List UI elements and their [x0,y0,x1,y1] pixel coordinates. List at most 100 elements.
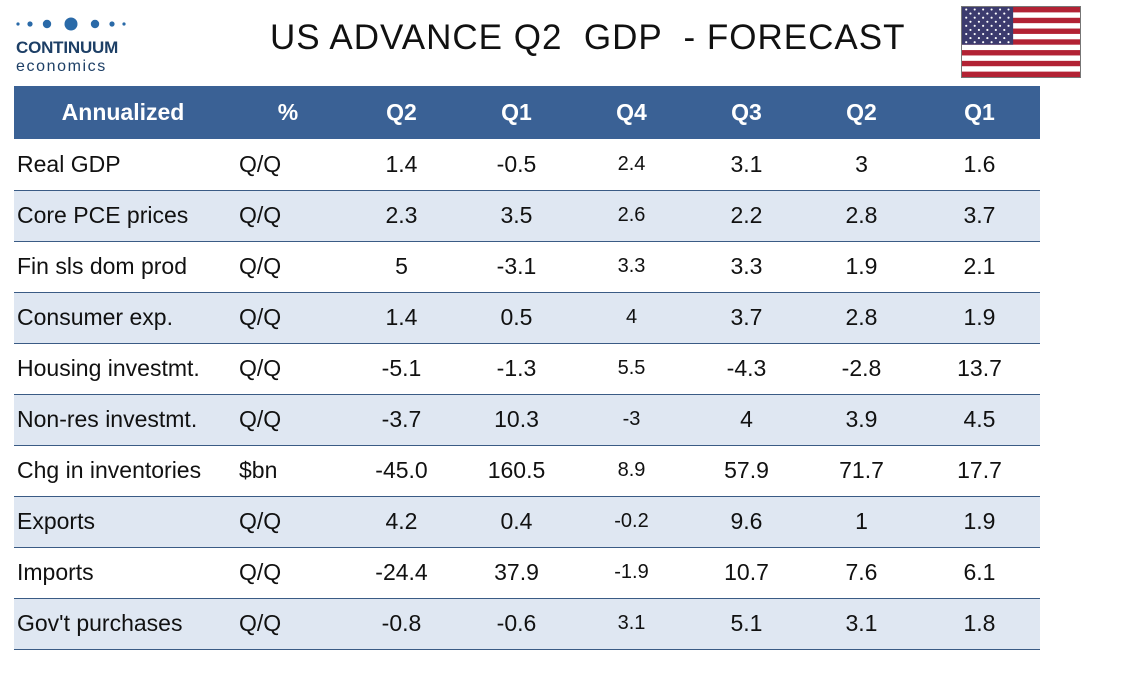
table-row: Housing investmt. Q/Q -5.1 -1.3 5.5 -4.3 -2.8 1… [14,343,1040,394]
cell-q1-prior: 6.1 [963,559,996,585]
cell-q2-prior: 2.8 [845,202,878,228]
cell-q3-prior: 4 [740,406,753,432]
cell-q3-prior: 3.3 [730,253,763,279]
cell-q4-prior: -3 [622,408,641,430]
table-row: Non-res investmt. Q/Q -3.7 10.3 -3 4 3.9 4.5 [14,394,1040,445]
cell-q4-prior: -0.2 [614,510,649,532]
cell-q3-prior: 3.1 [730,150,763,177]
table-header-row: Annualized % Q2 Q1 Q4 Q3 Q2 Q1 [14,86,1040,139]
cell-q2-current: 2.3 [385,202,418,228]
gdp-forecast-table: Annualized % Q2 Q1 Q4 Q3 Q2 Q1 Real GDP Q… [14,86,1040,650]
cell-q2-prior: -2.8 [841,355,882,381]
row-unit: Q/Q [239,253,282,279]
header-q3-prior: Q3 [731,99,762,125]
cell-q4-prior: 3.1 [617,612,646,634]
page-title: US ADVANCE Q2 GDP - FORECAST [270,18,906,57]
cell-q2-current: 5 [395,253,408,279]
row-label: Imports [17,559,94,585]
cell-q3-prior: 5.1 [730,610,763,636]
cell-q4-prior: 3.3 [617,255,646,277]
row-label: Fin sls dom prod [17,253,188,279]
cell-q2-current: -3.7 [381,406,422,432]
cell-q2-current: 1.4 [385,304,418,330]
cell-q1-prior: 13.7 [957,355,1002,381]
table-row: Real GDP Q/Q 1.4 -0.5 2.4 3.1 3 1.6 [14,139,1040,190]
header-q2-prior: Q2 [846,99,877,125]
logo-brand-text: CONTINUUM [16,38,119,57]
row-label: Exports [17,508,95,534]
table-row: Imports Q/Q -24.4 37.9 -1.9 10.7 7.6 6.1 [14,547,1040,598]
us-flag-icon [961,6,1081,78]
row-unit: Q/Q [239,559,282,585]
row-unit: Q/Q [239,304,282,330]
row-label: Gov't purchases [17,610,183,636]
header-q1-current: Q1 [501,99,532,125]
logo-sub-text: economics [16,58,107,75]
cell-q1-prior: 1.6 [963,150,996,177]
table-row: Exports Q/Q 4.2 0.4 -0.2 9.6 1 1.9 [14,496,1040,547]
cell-q2-prior: 71.7 [839,457,884,483]
table-row: Chg in inventories $bn -45.0 160.5 8.9 57.9 71… [14,445,1040,496]
cell-q1-current: -3.1 [496,253,537,279]
header-percent: % [277,99,299,125]
row-unit: Q/Q [239,406,282,432]
cell-q1-prior: 1.9 [963,508,996,534]
row-unit: $bn [239,457,278,483]
cell-q1-current: 37.9 [494,559,539,585]
cell-q2-prior: 2.8 [845,304,878,330]
cell-q1-current: -0.6 [496,610,537,636]
cell-q1-current: 0.5 [500,304,533,330]
header-q2-current: Q2 [386,99,417,125]
row-label: Housing investmt. [17,355,200,381]
table-row: Core PCE prices Q/Q 2.3 3.5 2.6 2.2 2.8 3.7 [14,190,1040,241]
table-row: Consumer exp. Q/Q 1.4 0.5 4 3.7 2.8 1.9 [14,292,1040,343]
cell-q1-prior: 17.7 [957,457,1002,483]
cell-q2-current: 1.4 [385,150,418,177]
cell-q4-prior: 4 [625,306,638,328]
cell-q4-prior: 2.4 [617,152,646,175]
cell-q4-prior: 8.9 [617,459,646,481]
table-row: Fin sls dom prod Q/Q 5 -3.1 3.3 3.3 1.9 2.1 [14,241,1040,292]
cell-q1-prior: 1.9 [963,304,996,330]
cell-q3-prior: -4.3 [726,355,767,381]
cell-q3-prior: 2.2 [730,202,763,228]
cell-q2-prior: 3 [855,150,868,177]
cell-q3-prior: 10.7 [724,559,769,585]
header-q1-prior: Q1 [964,99,995,125]
cell-q2-prior: 3.1 [845,610,878,636]
cell-q1-current: -0.5 [496,150,537,177]
table-row: Gov't purchases Q/Q -0.8 -0.6 3.1 5.1 3.1 1.8 [14,598,1040,649]
cell-q2-current: -0.8 [381,610,422,636]
cell-q2-current: 4.2 [385,508,418,534]
header-annualized: Annualized [61,99,185,125]
cell-q2-prior: 7.6 [845,559,878,585]
row-label: Real GDP [17,150,121,177]
cell-q2-current: -45.0 [375,457,428,483]
row-label: Consumer exp. [17,304,173,330]
row-unit: Q/Q [239,202,282,228]
cell-q2-prior: 3.9 [845,406,878,432]
cell-q3-prior: 3.7 [730,304,763,330]
cell-q2-prior: 1 [855,508,868,534]
cell-q2-prior: 1.9 [845,253,878,279]
row-unit: Q/Q [239,508,282,534]
row-unit: Q/Q [239,355,282,381]
cell-q1-current: 10.3 [494,406,539,432]
row-label: Chg in inventories [17,457,202,483]
cell-q3-prior: 9.6 [730,508,763,534]
cell-q4-prior: 5.5 [617,357,646,379]
cell-q1-current: 160.5 [487,457,546,483]
logo-dots-icon [16,17,126,31]
row-unit: Q/Q [239,150,282,177]
cell-q1-prior: 1.8 [963,610,996,636]
row-unit: Q/Q [239,610,282,636]
cell-q1-current: 0.4 [500,508,533,534]
cell-q1-prior: 2.1 [963,253,996,279]
cell-q2-current: -5.1 [381,355,422,381]
cell-q1-prior: 4.5 [963,406,996,432]
cell-q4-prior: -1.9 [614,561,649,583]
header-q4-prior: Q4 [616,99,647,125]
continuum-logo: CONTINUUM economics [15,14,145,76]
row-label: Core PCE prices [17,202,189,228]
cell-q3-prior: 57.9 [724,457,769,483]
